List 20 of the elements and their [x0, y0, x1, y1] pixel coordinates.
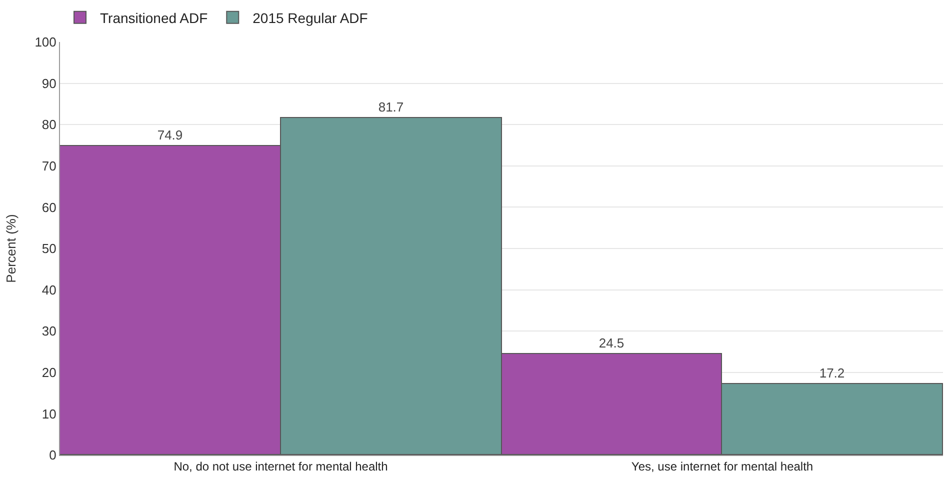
y-tick-label: 50 — [42, 241, 56, 256]
data-label: 17.2 — [819, 366, 845, 380]
y-tick-label: 10 — [42, 406, 56, 422]
y-tick-label: 100 — [34, 34, 56, 50]
y-tick-label: 30 — [42, 324, 56, 339]
y-tick-label: 70 — [42, 158, 56, 174]
y-tick-label: 0 — [49, 448, 56, 463]
y-tick-label: 60 — [42, 200, 56, 215]
y-tick-label: 80 — [42, 117, 56, 132]
x-tick-label: No, do not use internet for mental health — [174, 459, 388, 474]
data-label: 74.9 — [157, 128, 183, 142]
y-tick-label: 20 — [42, 364, 56, 380]
y-tick-label: 90 — [42, 76, 56, 91]
legend-label: Transitioned ADF — [100, 10, 208, 26]
data-label: 81.7 — [378, 100, 404, 114]
data-label: 24.5 — [598, 336, 624, 350]
legend-label: 2015 Regular ADF — [252, 10, 368, 26]
y-axis-title: Percent (%) — [4, 214, 19, 283]
y-tick-label: 40 — [42, 282, 56, 298]
x-tick-label: Yes, use internet for mental health — [631, 459, 814, 474]
